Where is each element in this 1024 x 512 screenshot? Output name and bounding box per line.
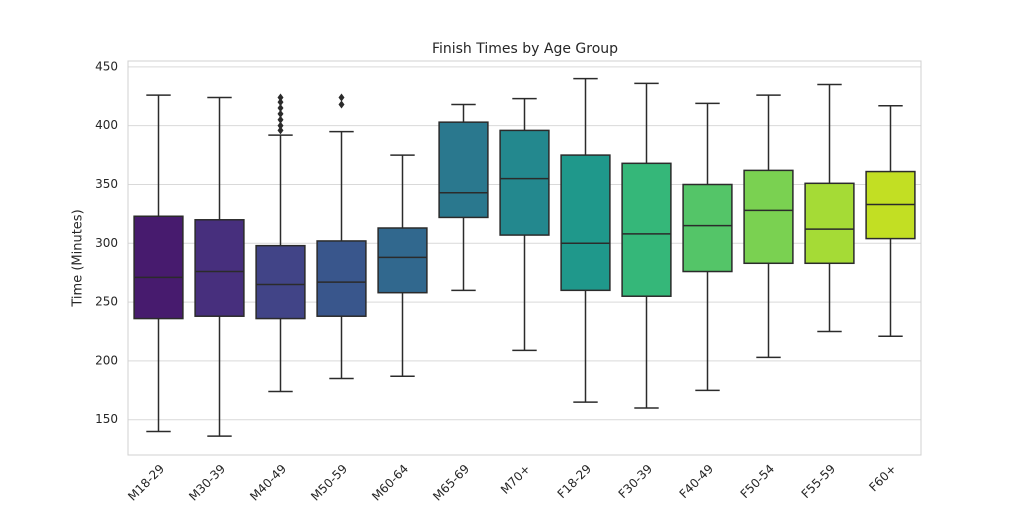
- plot-frame: [127, 60, 922, 456]
- outlier: [277, 109, 284, 118]
- y-tick-label: 450: [95, 59, 118, 73]
- outlier: [277, 121, 284, 130]
- y-tick-label: 200: [95, 353, 118, 367]
- outlier: [277, 93, 284, 102]
- box: [316, 240, 367, 317]
- box: [743, 169, 794, 265]
- box: [499, 129, 550, 236]
- x-tick-label: M30-39: [186, 462, 228, 504]
- outlier: [277, 115, 284, 124]
- box: [560, 154, 611, 292]
- x-tick-label: M40-49: [247, 462, 289, 504]
- y-tick-label: 400: [95, 118, 118, 132]
- box: [255, 244, 306, 320]
- y-tick-label: 300: [95, 236, 118, 250]
- y-axis-label: Time (Minutes): [71, 209, 86, 307]
- x-tick-label: M70+: [498, 462, 533, 497]
- x-tick-label: F18-29: [555, 462, 594, 501]
- box: [438, 121, 489, 219]
- y-tick-label: 250: [95, 295, 118, 309]
- x-tick-label: M60-64: [369, 462, 411, 504]
- box: [133, 215, 184, 320]
- y-tick-label: 150: [95, 412, 118, 426]
- outlier: [277, 98, 284, 107]
- outlier: [338, 93, 345, 102]
- x-tick-label: F60+: [866, 462, 899, 495]
- x-tick-label: M18-29: [125, 462, 167, 504]
- box: [194, 219, 245, 317]
- outlier: [277, 104, 284, 113]
- y-tick-label: 350: [95, 177, 118, 191]
- box: [682, 183, 733, 273]
- chart-title: Finish Times by Age Group: [432, 41, 618, 57]
- x-tick-label: M50-59: [308, 462, 350, 504]
- outlier: [277, 126, 284, 135]
- x-tick-label: F40-49: [677, 462, 716, 501]
- x-tick-label: F55-59: [799, 462, 838, 501]
- x-tick-label: F30-39: [616, 462, 655, 501]
- box: [621, 162, 672, 297]
- box: [804, 182, 855, 265]
- box: [377, 227, 428, 294]
- x-tick-label: M65-69: [430, 462, 472, 504]
- outlier: [338, 100, 345, 109]
- x-tick-label: F50-54: [738, 462, 777, 501]
